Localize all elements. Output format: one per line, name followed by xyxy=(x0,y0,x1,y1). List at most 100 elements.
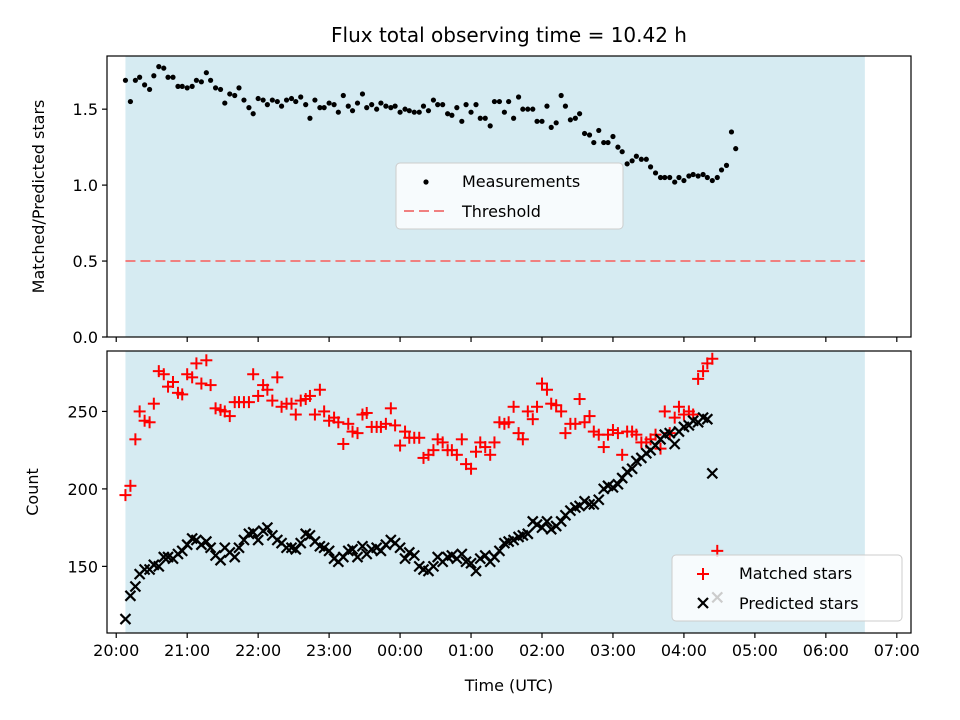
matched-star-point xyxy=(252,389,265,402)
measurement-point xyxy=(562,103,569,109)
matched-star-point xyxy=(559,427,572,440)
measurement-point xyxy=(704,174,710,181)
predicted-star-point xyxy=(138,563,151,576)
measurement-point xyxy=(581,130,588,137)
legend-matched-label: Matched stars xyxy=(739,564,852,583)
measurement-point xyxy=(255,95,261,102)
predicted-star-point xyxy=(157,551,170,563)
x-tick-label: 06:00 xyxy=(803,641,849,660)
measurement-point xyxy=(416,109,422,115)
matched-star-point xyxy=(531,400,544,413)
measurement-point xyxy=(378,100,384,106)
measurement-point xyxy=(161,65,167,71)
bottom-y-axis-label: Count xyxy=(23,468,42,516)
matched-star-point xyxy=(143,416,156,429)
measurement-point xyxy=(605,139,611,146)
y-tick-label: 1.0 xyxy=(73,176,98,195)
measurement-point xyxy=(577,111,583,117)
measurement-point xyxy=(501,109,507,115)
measurement-point xyxy=(567,117,573,123)
y-tick-label: 0.0 xyxy=(73,328,98,347)
measurement-point xyxy=(142,82,148,88)
measurement-point xyxy=(264,102,270,108)
measurement-point xyxy=(326,100,332,106)
measurement-point xyxy=(667,174,673,181)
measurement-point xyxy=(241,97,247,103)
matched-star-point xyxy=(332,416,345,429)
measurement-point xyxy=(672,179,678,185)
predicted-star-point xyxy=(356,540,369,553)
matched-star-point xyxy=(583,410,596,423)
matched-star-point xyxy=(204,379,217,392)
measurement-point xyxy=(246,105,252,111)
measurement-points xyxy=(122,64,739,185)
legend-matched-marker xyxy=(697,568,709,580)
measurement-point xyxy=(340,92,346,99)
y-tick-label: 250 xyxy=(67,402,98,421)
matched-star-point xyxy=(389,419,402,432)
count-points xyxy=(119,352,724,625)
predicted-star-point xyxy=(626,462,638,475)
measurement-point xyxy=(624,161,630,167)
matched-star-point xyxy=(507,400,520,413)
measurement-point xyxy=(203,70,209,76)
measurement-point xyxy=(278,103,285,109)
predicted-star-point xyxy=(493,545,506,557)
measurement-point xyxy=(638,156,644,162)
measurement-point xyxy=(321,105,327,111)
measurement-point xyxy=(690,171,696,178)
matched-star-point xyxy=(351,427,364,440)
measurement-point xyxy=(468,109,474,115)
measurement-point xyxy=(260,97,266,103)
measurement-point xyxy=(232,92,238,99)
predicted-star-point xyxy=(119,613,132,625)
top-legend-box xyxy=(395,162,624,230)
measurement-point xyxy=(175,83,181,89)
matched-star-point xyxy=(313,383,326,396)
y-tick-label: 1.5 xyxy=(73,100,98,119)
predicted-star-point xyxy=(470,565,482,577)
matched-star-point xyxy=(436,436,449,449)
top-x-ticks xyxy=(115,337,898,342)
matched-star-point xyxy=(166,375,179,388)
top-legend: Measurements Threshold xyxy=(395,162,624,230)
matched-star-point xyxy=(190,357,203,370)
bottom-y-ticks: 150 200 250 xyxy=(67,402,107,576)
measurement-point xyxy=(491,98,498,105)
bottom-legend: Matched stars Predicted stars xyxy=(671,554,903,622)
matched-star-point xyxy=(668,411,681,424)
measurement-point xyxy=(170,74,176,80)
predicted-star-point xyxy=(351,551,364,563)
matched-star-point xyxy=(502,416,515,429)
predicted-star-point xyxy=(399,552,411,565)
matched-star-point xyxy=(521,405,534,418)
matched-star-point xyxy=(129,433,142,446)
matched-star-point xyxy=(450,448,463,461)
measurement-point xyxy=(700,171,706,178)
measurement-point xyxy=(392,103,398,109)
predicted-star-point xyxy=(555,515,567,528)
measurement-point xyxy=(151,73,157,79)
measurement-point xyxy=(591,139,597,146)
predicted-star-point xyxy=(261,521,274,534)
predicted-star-point xyxy=(228,551,241,563)
measurement-point xyxy=(728,129,735,135)
bottom-axes-frame xyxy=(106,350,912,634)
matched-star-point xyxy=(654,442,667,455)
measurement-point xyxy=(331,102,337,108)
measurement-point xyxy=(184,85,190,91)
measurement-point xyxy=(250,111,256,117)
matched-star-point xyxy=(379,417,392,430)
measurement-point xyxy=(454,105,460,111)
measurement-point xyxy=(473,102,479,108)
measurement-point xyxy=(312,97,318,103)
matched-star-point xyxy=(578,416,591,429)
matched-star-point xyxy=(261,383,274,396)
matched-star-point xyxy=(384,402,397,415)
measurement-point xyxy=(534,118,540,124)
measurement-point xyxy=(544,103,550,109)
predicted-star-point xyxy=(124,590,137,602)
matched-star-point xyxy=(124,479,137,492)
predicted-star-point xyxy=(522,528,534,540)
measurement-point xyxy=(520,106,526,112)
